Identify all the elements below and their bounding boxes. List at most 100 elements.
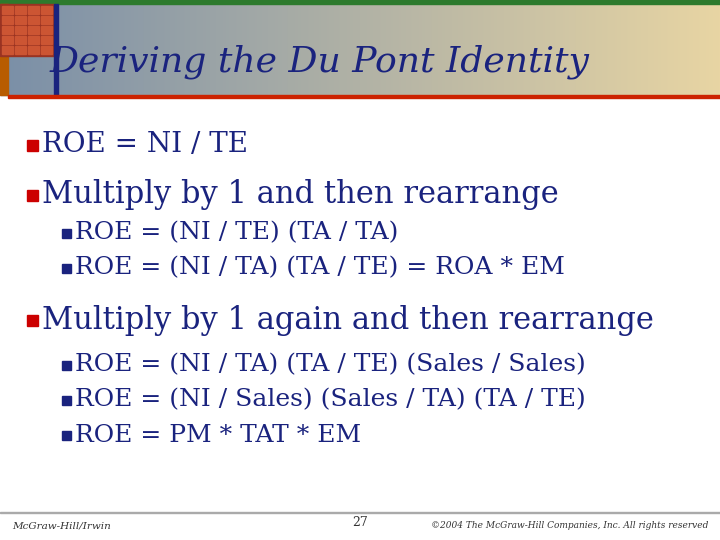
Bar — [337, 0, 338, 95]
Bar — [15, 36, 26, 44]
Bar — [546, 0, 547, 95]
Bar — [50, 0, 51, 95]
Bar — [426, 0, 427, 95]
Bar — [292, 0, 293, 95]
Bar — [237, 0, 238, 95]
Bar — [45, 0, 46, 95]
Bar — [348, 0, 349, 95]
Bar — [35, 0, 36, 95]
Bar — [388, 0, 389, 95]
Bar — [623, 0, 624, 95]
Bar — [496, 0, 497, 95]
Bar — [269, 0, 270, 95]
Bar — [529, 0, 530, 95]
Bar — [280, 0, 281, 95]
Bar — [605, 0, 606, 95]
Bar — [218, 0, 219, 95]
Bar — [155, 0, 156, 95]
Bar — [283, 0, 284, 95]
Bar — [498, 0, 499, 95]
Bar — [235, 0, 236, 95]
Bar — [234, 0, 235, 95]
Bar — [132, 0, 133, 95]
Bar — [482, 0, 483, 95]
Bar — [205, 0, 206, 95]
Bar — [239, 0, 240, 95]
Bar — [713, 0, 714, 95]
Bar — [23, 0, 24, 95]
Bar — [231, 0, 232, 95]
Bar — [549, 0, 550, 95]
Bar — [170, 0, 171, 95]
Bar — [387, 0, 388, 95]
Bar — [542, 0, 543, 95]
Bar — [570, 0, 571, 95]
Bar — [30, 0, 31, 95]
Bar — [412, 0, 413, 95]
Bar — [344, 0, 345, 95]
Bar — [216, 0, 217, 95]
Bar — [692, 0, 693, 95]
Bar — [119, 0, 120, 95]
Bar — [197, 0, 198, 95]
Bar — [240, 0, 241, 95]
Bar — [628, 0, 629, 95]
Bar — [191, 0, 192, 95]
Bar — [64, 0, 65, 95]
Bar — [608, 0, 609, 95]
Bar — [57, 0, 58, 95]
Bar — [96, 0, 97, 95]
Bar — [377, 0, 378, 95]
Bar — [148, 0, 149, 95]
Bar — [39, 0, 40, 95]
Bar — [466, 0, 467, 95]
Bar — [251, 0, 252, 95]
Bar — [595, 0, 596, 95]
Bar — [486, 0, 487, 95]
Bar — [159, 0, 160, 95]
Bar — [268, 0, 269, 95]
Bar — [184, 0, 185, 95]
Bar — [699, 0, 700, 95]
Bar — [709, 0, 710, 95]
Bar — [322, 0, 323, 95]
Bar — [44, 0, 45, 95]
Bar — [394, 0, 395, 95]
Bar — [18, 0, 19, 95]
Bar — [650, 0, 651, 95]
Bar — [28, 36, 39, 44]
Bar — [1, 0, 2, 95]
Bar — [213, 0, 214, 95]
Bar — [424, 0, 425, 95]
Bar — [564, 0, 565, 95]
Bar — [177, 0, 178, 95]
Bar — [330, 0, 331, 95]
Bar — [457, 0, 458, 95]
Bar — [306, 0, 307, 95]
Bar — [247, 0, 248, 95]
Bar — [392, 0, 393, 95]
Bar — [130, 0, 131, 95]
Bar — [408, 0, 409, 95]
Bar — [577, 0, 578, 95]
Bar — [86, 0, 87, 95]
Bar — [284, 0, 285, 95]
Bar — [601, 0, 602, 95]
Bar — [510, 0, 511, 95]
Bar — [97, 0, 98, 95]
Bar — [183, 0, 184, 95]
Bar — [212, 0, 213, 95]
Bar — [77, 0, 78, 95]
Bar — [15, 46, 26, 54]
Bar — [679, 0, 680, 95]
Bar — [36, 0, 37, 95]
Bar — [648, 0, 649, 95]
Bar — [523, 0, 524, 95]
Bar — [712, 0, 713, 95]
Bar — [638, 0, 639, 95]
Bar — [458, 0, 459, 95]
Bar — [544, 0, 545, 95]
Bar — [109, 0, 110, 95]
Bar — [642, 0, 643, 95]
Bar — [652, 0, 653, 95]
